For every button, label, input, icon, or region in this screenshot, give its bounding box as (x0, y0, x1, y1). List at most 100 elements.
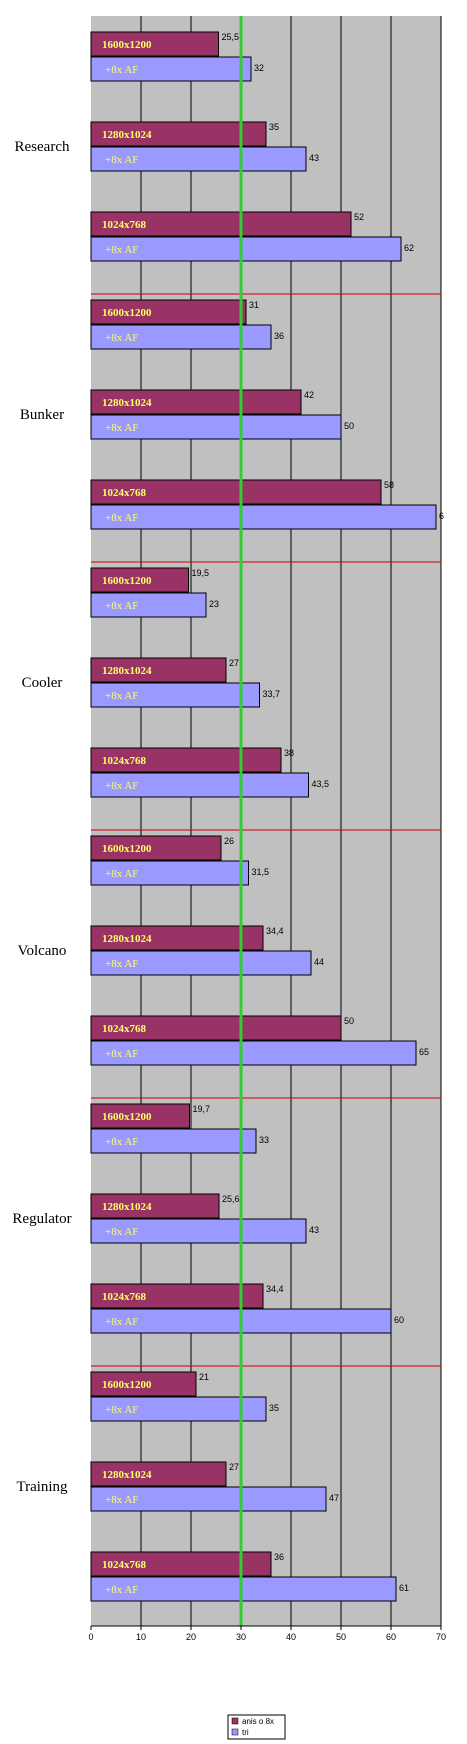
bar-tri (90, 772, 309, 798)
x-tick-label: 50 (336, 1632, 346, 1642)
bar-resolution-label: 1600x1200 (102, 843, 152, 855)
bar-anis (90, 1015, 342, 1041)
data-label-tri: 23 (209, 599, 219, 609)
bar-tri (90, 1486, 327, 1512)
bar-resolution-label: 1024x768 (102, 1023, 147, 1035)
category-label-cooler: Cooler (22, 675, 63, 691)
bar-resolution-label: 1280x1024 (102, 933, 152, 945)
bar-af-label: +8x AF (105, 422, 138, 434)
legend-label: tri (242, 1728, 249, 1737)
data-label-anis: 21 (199, 1372, 209, 1382)
bar-resolution-label: 1024x768 (102, 755, 147, 767)
data-label-anis: 19,5 (192, 568, 210, 578)
bar-resolution-label: 1280x1024 (102, 665, 152, 677)
bar-anis (90, 1283, 264, 1309)
data-label-anis: 52 (354, 212, 364, 222)
data-label-anis: 31 (249, 300, 259, 310)
bar-tri (90, 56, 252, 82)
bar-af-label: +8x AF (105, 780, 138, 792)
category-label-bunker: Bunker (20, 407, 64, 423)
bar-tri (90, 1576, 397, 1602)
category-label-research: Research (15, 139, 70, 155)
data-label-anis: 19,7 (193, 1104, 211, 1114)
bar-resolution-label: 1600x1200 (102, 39, 152, 51)
bar-resolution-label: 1600x1200 (102, 1379, 152, 1391)
data-label-tri: 50 (344, 421, 354, 431)
category-label-volcano: Volcano (18, 943, 67, 959)
bar-anis (90, 1461, 227, 1487)
bar-tri (90, 504, 437, 530)
bar-anis (90, 567, 189, 593)
bar-anis (90, 389, 302, 415)
x-tick-label: 10 (136, 1632, 146, 1642)
data-label-anis: 27 (229, 658, 239, 668)
bar-anis (90, 299, 247, 325)
bar-anis (90, 211, 352, 237)
x-tick-label: 20 (186, 1632, 196, 1642)
data-label-anis: 38 (284, 748, 294, 758)
bar-af-label: +8x AF (105, 958, 138, 970)
data-label-tri: 33,7 (263, 689, 281, 699)
data-label-tri: 36 (274, 331, 284, 341)
bar-tri (90, 950, 312, 976)
bar-af-label: +8x AF (105, 244, 138, 256)
data-label-tri: 31,5 (252, 867, 270, 877)
data-label-tri: 65 (419, 1047, 429, 1057)
bar-resolution-label: 1600x1200 (102, 307, 152, 319)
data-label-tri: 6 (439, 511, 444, 521)
bar-tri (90, 1128, 257, 1154)
bar-tri (90, 1396, 267, 1422)
bar-resolution-label: 1024x768 (102, 487, 147, 499)
bar-af-label: +8x AF (105, 1494, 138, 1506)
data-label-anis: 42 (304, 390, 314, 400)
bar-af-label: +8x AF (105, 1316, 138, 1328)
bar-af-label: +8x AF (105, 332, 138, 344)
x-tick-label: 70 (436, 1632, 446, 1642)
bar-tri (90, 682, 260, 708)
bar-anis (90, 747, 282, 773)
data-label-tri: 32 (254, 63, 264, 73)
data-label-anis: 58 (384, 480, 394, 490)
bar-anis (90, 835, 222, 861)
bar-anis (90, 925, 264, 951)
bar-tri (90, 1040, 417, 1066)
data-label-tri: 43 (309, 1225, 319, 1235)
x-tick-label: 0 (88, 1632, 93, 1642)
bar-resolution-label: 1280x1024 (102, 397, 152, 409)
bar-af-label: +8x AF (105, 690, 138, 702)
data-label-tri: 44 (314, 957, 324, 967)
data-label-anis: 34,4 (266, 1284, 284, 1294)
data-label-anis: 27 (229, 1462, 239, 1472)
bar-resolution-label: 1280x1024 (102, 1469, 152, 1481)
data-label-tri: 60 (394, 1315, 404, 1325)
bar-resolution-label: 1280x1024 (102, 1201, 152, 1213)
data-label-tri: 47 (329, 1493, 339, 1503)
bar-af-label: +8x AF (105, 868, 138, 880)
data-label-tri: 43 (309, 153, 319, 163)
bar-resolution-label: 1024x768 (102, 1291, 147, 1303)
bar-af-label: +8x AF (105, 600, 138, 612)
bar-tri (90, 236, 402, 262)
bar-tri (90, 860, 249, 886)
data-label-tri: 35 (269, 1403, 279, 1413)
bar-af-label: +8x AF (105, 64, 138, 76)
category-label-regulator: Regulator (12, 1211, 71, 1227)
bar-anis (90, 121, 267, 147)
data-label-anis: 50 (344, 1016, 354, 1026)
data-label-tri: 43,5 (312, 779, 330, 789)
bar-anis (90, 1103, 190, 1129)
bar-af-label: +8x AF (105, 1048, 138, 1060)
bar-resolution-label: 1280x1024 (102, 129, 152, 141)
data-label-anis: 25,6 (222, 1194, 240, 1204)
bar-resolution-label: 1600x1200 (102, 575, 152, 587)
bar-anis (90, 479, 382, 505)
bar-anis (90, 1193, 220, 1219)
x-tick-label: 60 (386, 1632, 396, 1642)
bar-af-label: +8x AF (105, 1136, 138, 1148)
bar-anis (90, 31, 219, 57)
data-label-tri: 62 (404, 243, 414, 253)
data-label-tri: 33 (259, 1135, 269, 1145)
data-label-anis: 36 (274, 1552, 284, 1562)
legend-label: anis o 8x (242, 1717, 274, 1726)
